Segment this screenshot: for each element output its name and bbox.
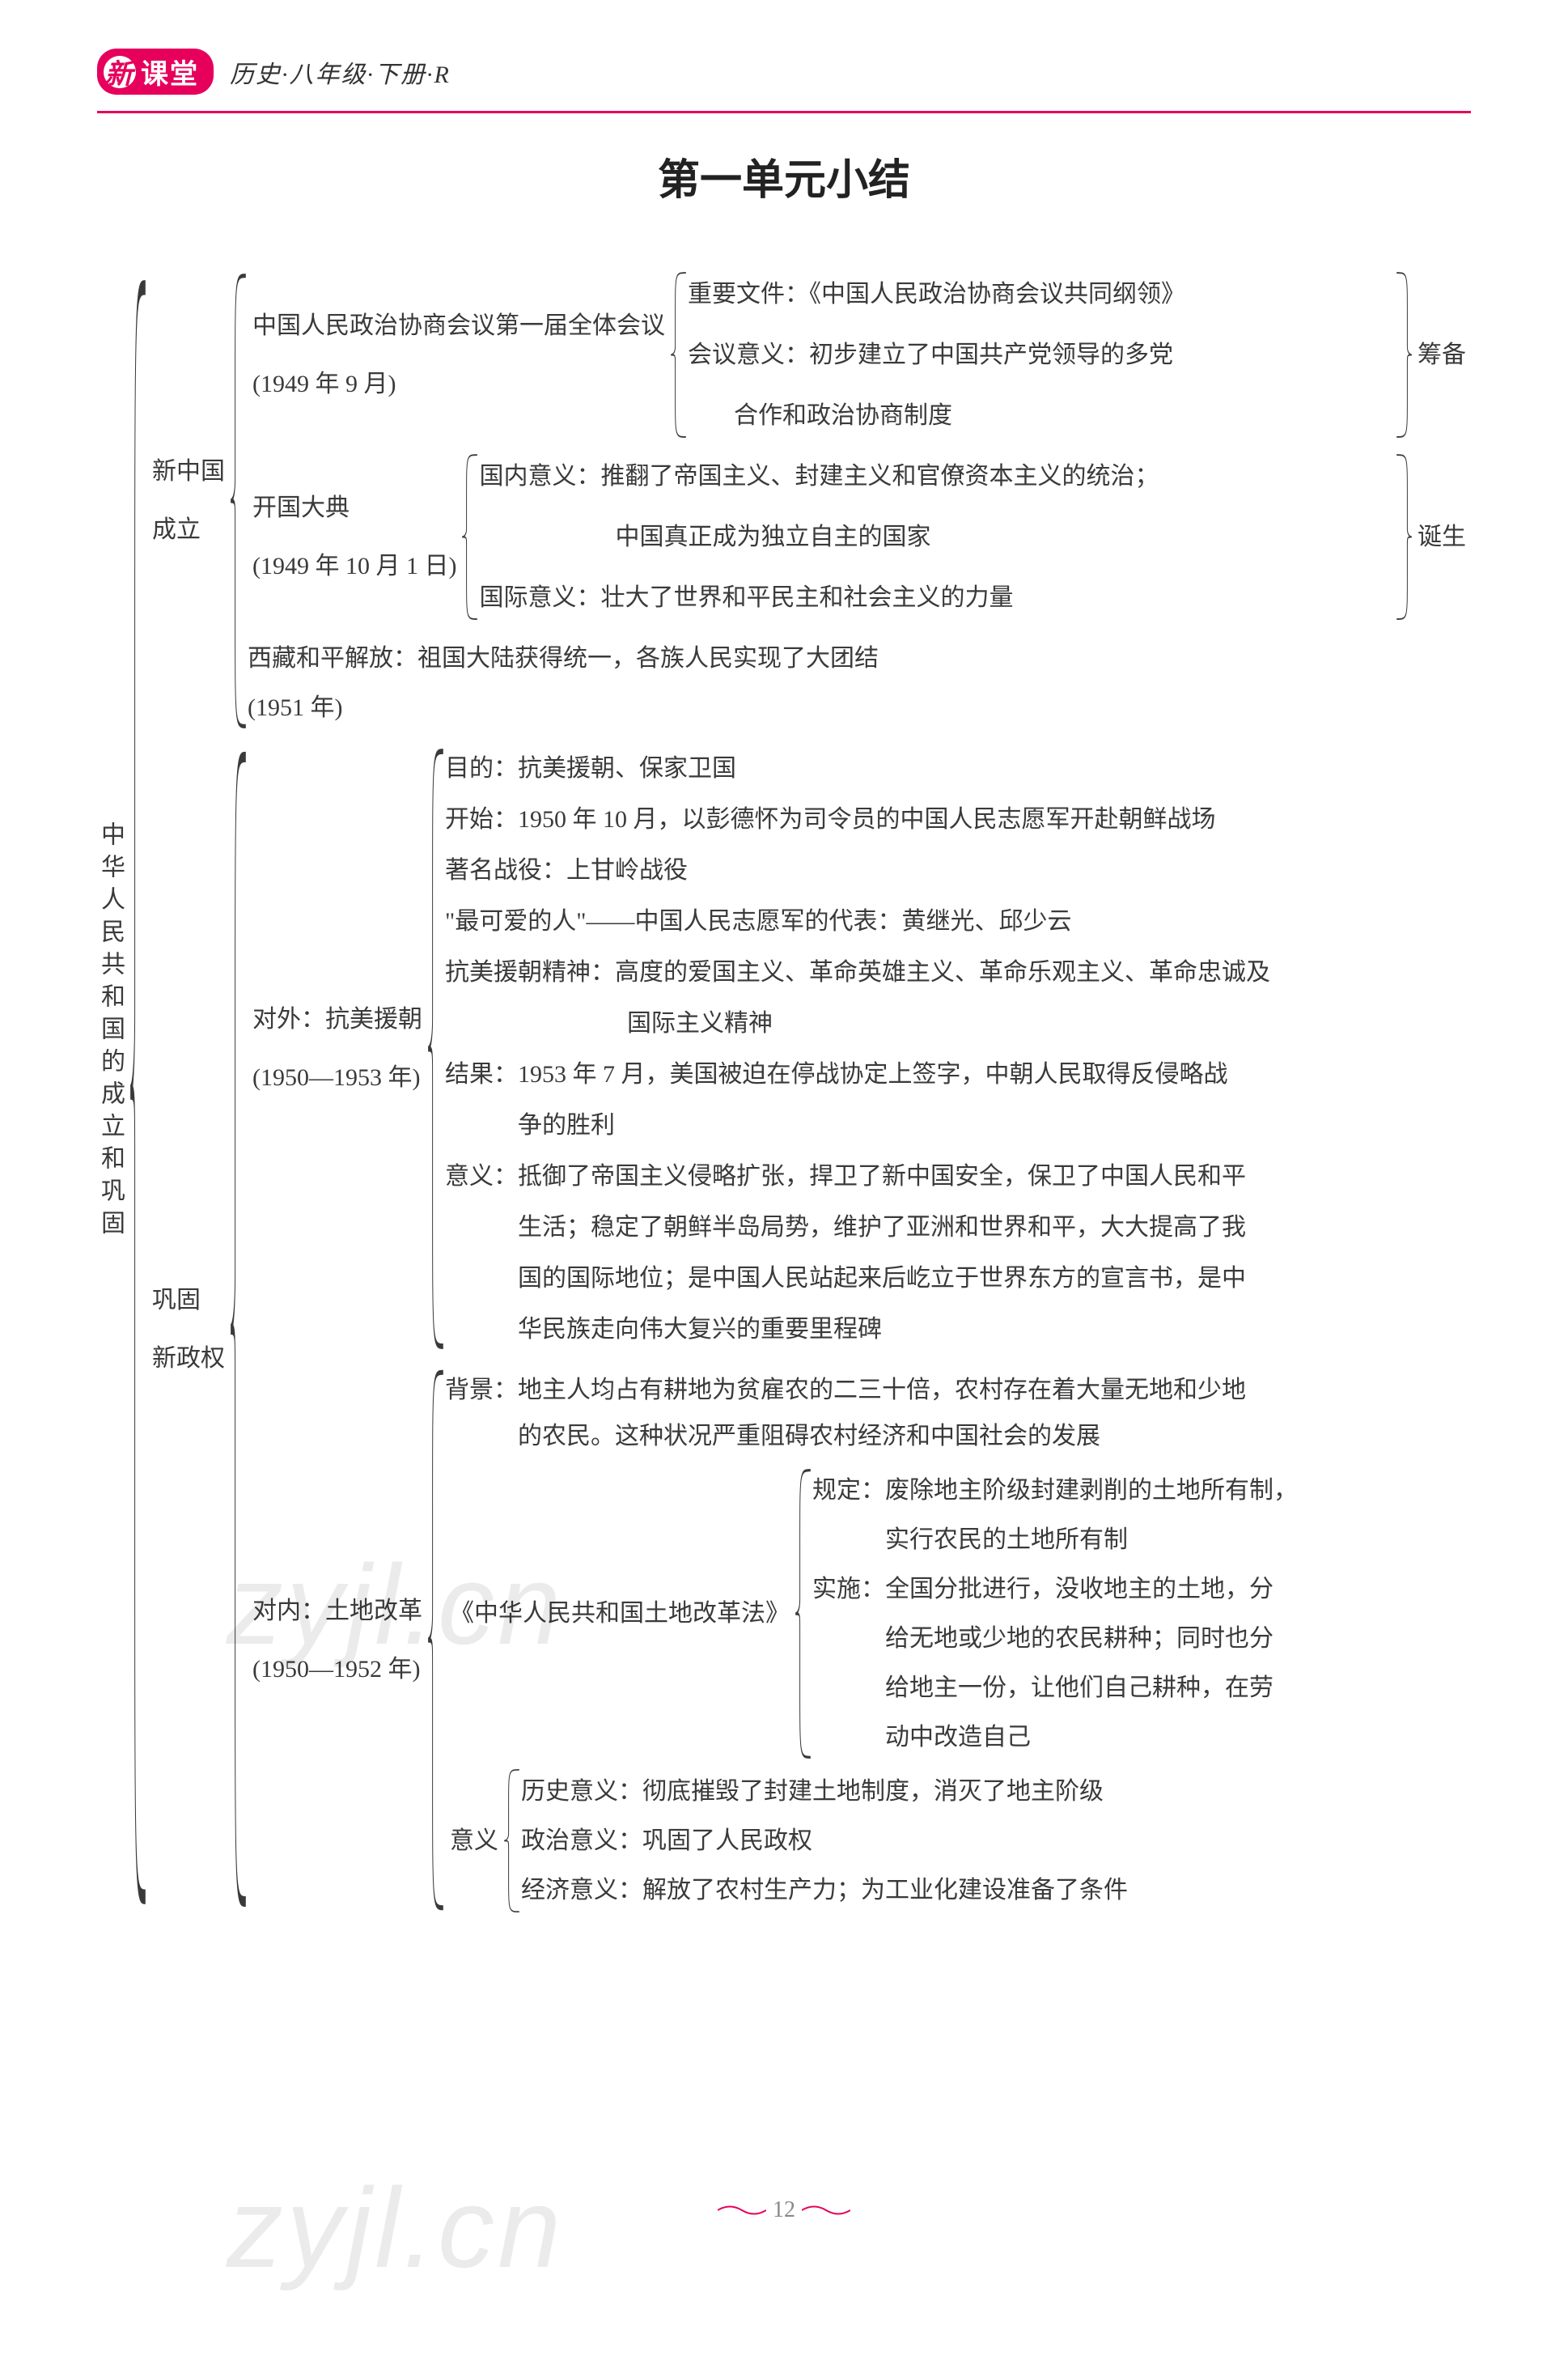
node-label: 对外：抗美援朝 (1950—1953 年) — [248, 745, 427, 1352]
leaf-text: 结果：1953 年 7 月，美国被迫在停战协定上签字，中朝人民取得反侵略战 — [445, 1051, 1471, 1097]
node-line: 对外：抗美援朝 — [252, 991, 422, 1049]
bracket-icon — [503, 1768, 521, 1913]
leaf-text: 国际意义：壮大了世界和平民主和社会主义的力量 — [479, 575, 1395, 621]
leaf-text: 目的：抗美援朝、保家卫国 — [445, 745, 1471, 792]
document-page: 新 课堂 历史·八年级·下册·R 第一单元小结 中华人民共和国的成立和巩固 新中… — [0, 0, 1568, 2272]
leaf-text: 历史意义：彻底摧毁了封建土地制度，消灭了地主阶级 — [521, 1768, 1471, 1814]
bracket-close-icon — [1395, 271, 1413, 439]
subject-label: 历史·八年级·下册·R — [230, 54, 451, 90]
leaf-text: 华民族走向伟大复兴的重要里程碑 — [445, 1306, 1471, 1352]
leaf-text: 争的胜利 — [445, 1102, 1471, 1148]
bracket-icon — [427, 745, 445, 1352]
leaf-text: 抗美援朝精神：高度的爱国主义、革命英雄主义、革命乐观主义、革命忠诚及 — [445, 949, 1471, 995]
bracket-icon — [230, 271, 248, 731]
bracket-icon — [795, 1467, 812, 1760]
leaf-text: 中国真正成为独立自主的国家 — [479, 514, 1395, 560]
series-badge: 新 课堂 — [97, 49, 214, 95]
leaf-text: 实行农民的土地所有制 — [812, 1517, 1471, 1563]
page-number: 12 — [773, 2197, 795, 2223]
leaf-text: 经济意义：解放了农村生产力；为工业化建设准备了条件 — [521, 1867, 1471, 1913]
node-line: 中国人民政治协商会议第一届全体会议 — [252, 297, 665, 355]
leaf-text: 规定：废除地主阶级封建剥削的土地所有制， — [812, 1467, 1471, 1513]
leaf-text: 生活；稳定了朝鲜半岛局势，维护了亚洲和世界和平，大大提高了我 — [445, 1204, 1471, 1250]
node-label: 对内：土地改革 (1950—1952 年) — [248, 1367, 427, 1913]
leaf-text: "最可爱的人"——中国人民志愿军的代表：黄继光、邱少云 — [445, 898, 1471, 944]
footer-deco-left-icon — [718, 2205, 766, 2216]
leaf-text: (1951 年) — [248, 685, 1471, 731]
leaf-text: 给无地或少地的农民耕种；同时也分 — [812, 1615, 1471, 1662]
node-line: 对内：土地改革 — [252, 1582, 422, 1640]
node-line: 开国大典 — [252, 479, 350, 537]
node-label: 中国人民政治协商会议第一届全体会议 (1949 年 9 月) — [248, 271, 670, 439]
badge-text: 课堂 — [141, 52, 199, 91]
leaf-text: 动中改造自己 — [812, 1714, 1471, 1760]
node-line: (1950—1952 年) — [252, 1640, 420, 1699]
node-label: 开国大典 (1949 年 10 月 1 日) — [248, 453, 461, 621]
watermark-text: zyjl.cn — [227, 2092, 564, 2364]
page-footer: 12 — [718, 2197, 850, 2223]
section-title: 巩固 新政权 — [152, 1271, 225, 1388]
node-line: (1950—1953 年) — [252, 1049, 420, 1107]
outline-tree: 中华人民共和国的成立和巩固 新中国 成立 — [97, 271, 1471, 1913]
leaf-text: 合作和政治协商制度 — [688, 393, 1395, 439]
leaf-text: 背景：地主人均占有耕地为贫雇农的二三十倍，农村存在着大量无地和少地 — [445, 1367, 1471, 1413]
section-label: 巩固 新政权 — [147, 745, 230, 1913]
right-tag: 筹备 — [1413, 271, 1471, 439]
leaf-text: 给地主一份，让他们自己耕种，在劳 — [812, 1665, 1471, 1711]
leaf-text: 国内意义：推翻了帝国主义、封建主义和官僚资本主义的统治； — [479, 453, 1395, 499]
footer-deco-right-icon — [802, 2205, 850, 2216]
leaf-text: 西藏和平解放：祖国大陆获得统一，各族人民实现了大团结 — [248, 635, 1471, 681]
leaf-text: 开始：1950 年 10 月，以彭德怀为司令员的中国人民志愿军开赴朝鲜战场 — [445, 796, 1471, 842]
right-tag: 诞生 — [1413, 453, 1471, 621]
leaf-text: 意义：抵御了帝国主义侵略扩张，捍卫了新中国安全，保卫了中国人民和平 — [445, 1153, 1471, 1199]
leaf-text: 实施：全国分批进行，没收地主的土地，分 — [812, 1566, 1471, 1612]
badge-xin: 新 — [104, 56, 136, 88]
leaf-text: 国际主义精神 — [445, 1000, 1471, 1046]
page-header: 新 课堂 历史·八年级·下册·R — [97, 49, 1471, 95]
leaf-text: 会议意义：初步建立了中国共产党领导的多党 — [688, 332, 1395, 378]
bracket-icon — [230, 745, 248, 1913]
bracket-icon — [670, 271, 688, 439]
leaf-text: 国的国际地位；是中国人民站起来后屹立于世界东方的宣言书，是中 — [445, 1255, 1471, 1301]
leaf-text: 著名战役：上甘岭战役 — [445, 847, 1471, 893]
section-label: 新中国 成立 — [147, 271, 230, 731]
leaf-text: 政治意义：巩固了人民政权 — [521, 1818, 1471, 1864]
node-label: 意义 — [445, 1768, 503, 1913]
bracket-icon — [461, 453, 479, 621]
bracket-icon — [129, 271, 147, 1913]
bracket-close-icon — [1395, 453, 1413, 621]
bracket-icon — [427, 1367, 445, 1913]
unit-title: 第一单元小结 — [97, 146, 1471, 206]
node-line: (1949 年 9 月) — [252, 355, 396, 414]
leaf-text: 的农民。这种状况严重阻碍农村经济和中国社会的发展 — [445, 1413, 1471, 1459]
header-rule — [97, 111, 1471, 113]
node-line: (1949 年 10 月 1 日) — [252, 537, 456, 596]
section-title-line1: 新中国 成立 — [152, 443, 225, 559]
leaf-text: 重要文件：《中国人民政治协商会议共同纲领》 — [688, 271, 1395, 317]
node-label: 《中华人民共和国土地改革法》 — [445, 1467, 795, 1760]
